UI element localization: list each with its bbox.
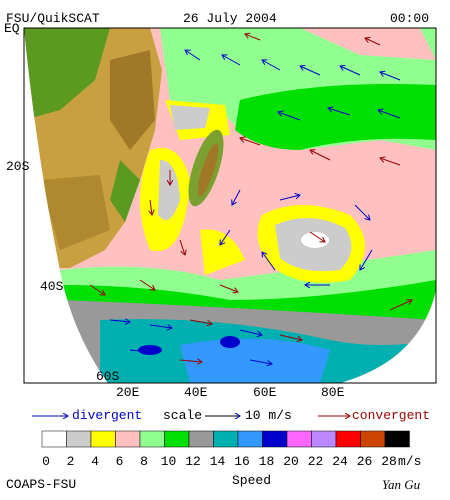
colorbar-label: 22 xyxy=(308,454,324,469)
lat-label: 40S xyxy=(40,279,64,294)
colorbar-label: 14 xyxy=(210,454,226,469)
title: FSU/QuikSCAT xyxy=(6,11,100,26)
colorbar-label: 12 xyxy=(185,454,201,469)
colorbar-label: 16 xyxy=(234,454,250,469)
date: 26 July 2004 xyxy=(183,11,277,26)
lat-label: 20S xyxy=(6,159,30,174)
legend-divergent: divergent xyxy=(72,408,142,423)
colorbar-label: 4 xyxy=(91,454,99,469)
colorbar-label: 24 xyxy=(332,454,348,469)
colorbar-label: 18 xyxy=(259,454,275,469)
lon-label: 60E xyxy=(253,385,277,400)
colorbar-label: 2 xyxy=(67,454,75,469)
wind-vectors xyxy=(89,34,412,364)
colorbar-label: 6 xyxy=(116,454,124,469)
credit: COAPS-FSU xyxy=(6,477,76,492)
colorbar-label: 8 xyxy=(140,454,148,469)
author: Yan Gu xyxy=(382,477,421,492)
colorbar-label: 20 xyxy=(283,454,299,469)
lat-label: EQ xyxy=(4,21,20,36)
colorbar-label: 0 xyxy=(42,454,50,469)
time: 00:00 xyxy=(390,11,429,26)
colorbar-label: 10 xyxy=(161,454,177,469)
colorbar xyxy=(41,430,410,448)
legend-scale-value: 10 m/s xyxy=(245,408,292,423)
lon-label: 20E xyxy=(116,385,140,400)
colorbar-label: 26 xyxy=(357,454,373,469)
legend-scale: scale xyxy=(163,408,202,423)
wind-field xyxy=(24,28,436,383)
lon-label: 40E xyxy=(184,385,208,400)
colorbar-title: Speed xyxy=(232,473,271,488)
lon-label: 80E xyxy=(321,385,345,400)
colorbar-unit: m/s xyxy=(398,454,421,469)
colorbar-label: 28 xyxy=(381,454,397,469)
legend-convergent: convergent xyxy=(352,408,430,423)
colorbar-labels: 0 2 4 6 8 10 12 14 16 18 20 22 24 26 28 xyxy=(42,454,397,469)
map-frame xyxy=(23,27,437,384)
lat-label: 60S xyxy=(96,369,120,384)
